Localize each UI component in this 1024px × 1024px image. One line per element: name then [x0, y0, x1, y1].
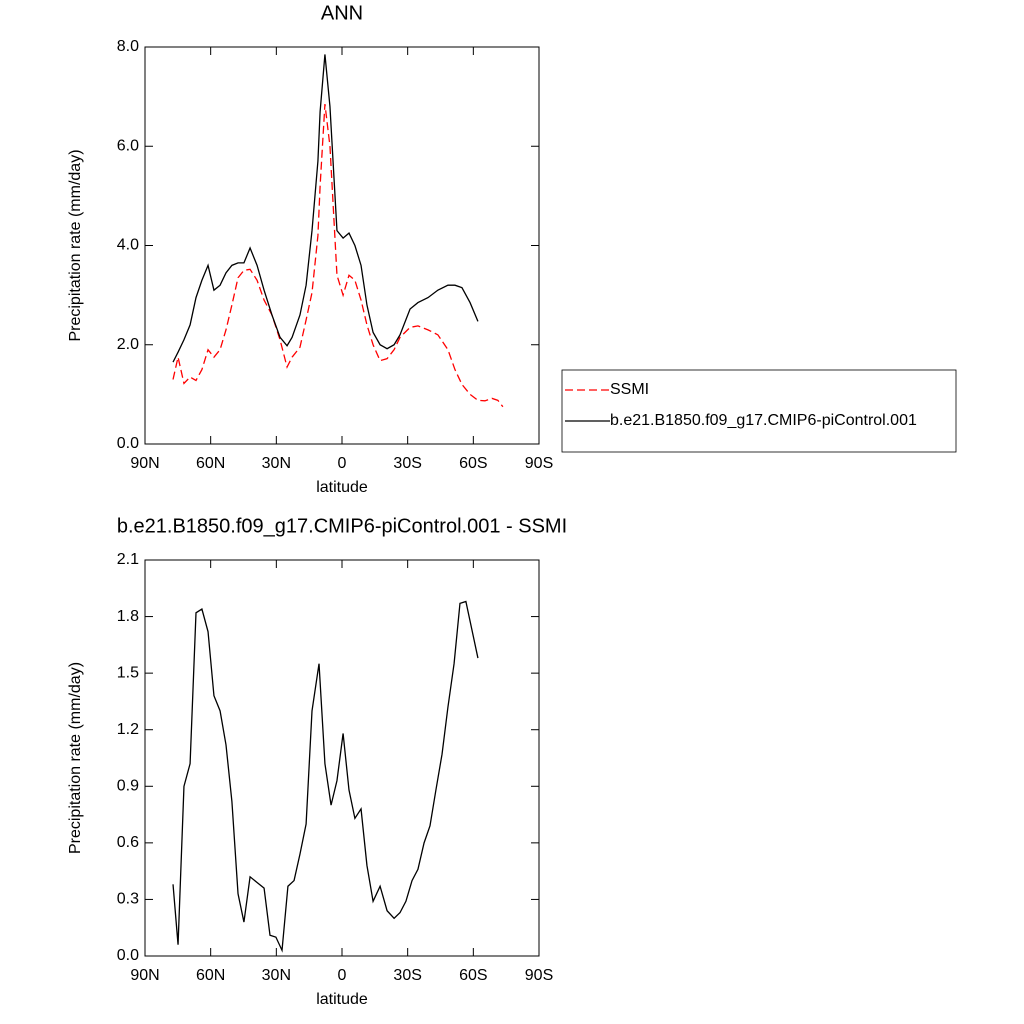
x-tick-label: 30N: [262, 455, 291, 472]
x-tick-label: 60N: [196, 967, 225, 984]
x-tick-label: 60S: [459, 967, 487, 984]
y-tick-label: 1.2: [117, 721, 139, 738]
y-tick-label: 1.5: [117, 664, 139, 681]
x-tick-label: 30S: [393, 967, 421, 984]
y-tick-label: 0.9: [117, 778, 139, 795]
y-tick-label: 0.0: [117, 435, 139, 452]
y-tick-label: 2.0: [117, 336, 139, 353]
chart-title: ANN: [321, 2, 363, 24]
x-tick-label: 30N: [262, 967, 291, 984]
data-line: [172, 54, 479, 363]
x-axis-label: latitude: [316, 991, 368, 1008]
data-line: [172, 600, 479, 953]
y-axis-label: Precipitation rate (mm/day): [67, 662, 84, 854]
y-tick-label: 0.6: [117, 834, 139, 851]
y-tick-label: 1.8: [117, 608, 139, 625]
y-axis-label: Precipitation rate (mm/day): [67, 149, 84, 341]
legend-box: [561, 369, 957, 453]
x-tick-label: 30S: [393, 455, 421, 472]
x-tick-label: 90N: [130, 967, 159, 984]
x-tick-label: 90N: [130, 455, 159, 472]
y-tick-label: 8.0: [117, 38, 139, 55]
chart-title: b.e21.B1850.f09_g17.CMIP6-piControl.001 …: [117, 515, 567, 537]
y-tick-label: 4.0: [117, 237, 139, 254]
x-tick-label: 0: [338, 967, 347, 984]
plot-frame: [144, 46, 540, 445]
y-tick-label: 0.0: [117, 947, 139, 964]
x-tick-label: 60N: [196, 455, 225, 472]
legend-label: SSMI: [610, 381, 649, 398]
x-tick-label: 60S: [459, 455, 487, 472]
x-tick-label: 0: [338, 455, 347, 472]
x-tick-label: 90S: [525, 967, 553, 984]
x-axis-label: latitude: [316, 479, 368, 496]
legend-label: b.e21.B1850.f09_g17.CMIP6-piControl.001: [610, 412, 917, 429]
y-tick-label: 6.0: [117, 137, 139, 154]
data-line: [172, 103, 504, 408]
x-tick-label: 90S: [525, 455, 553, 472]
y-tick-label: 0.3: [117, 891, 139, 908]
y-tick-label: 2.1: [117, 551, 139, 568]
